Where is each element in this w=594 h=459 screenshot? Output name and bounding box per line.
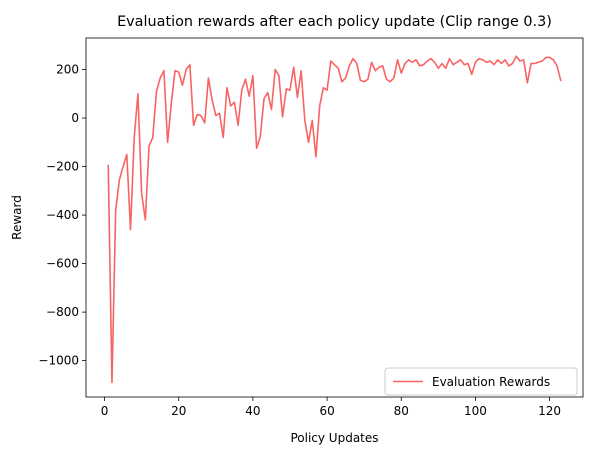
x-tick-label: 120: [538, 404, 561, 418]
y-tick-label: −800: [46, 305, 79, 319]
x-tick-label: 40: [245, 404, 260, 418]
x-tick-label: 60: [319, 404, 334, 418]
x-axis-label: Policy Updates: [290, 431, 378, 445]
x-tick-label: 100: [464, 404, 487, 418]
chart-title: Evaluation rewards after each policy upd…: [117, 14, 552, 30]
y-axis-label: Reward: [10, 195, 24, 240]
x-tick-label: 80: [394, 404, 409, 418]
legend-label: Evaluation Rewards: [432, 375, 550, 389]
y-tick-label: 0: [71, 111, 79, 125]
x-tick-label: 0: [101, 404, 109, 418]
legend: Evaluation Rewards: [385, 368, 577, 395]
y-tick-label: −400: [46, 208, 79, 222]
x-tick-label: 20: [171, 404, 186, 418]
y-tick-label: −1000: [38, 354, 79, 368]
y-tick-label: 200: [56, 63, 79, 77]
y-tick-label: −200: [46, 160, 79, 174]
y-tick-label: −600: [46, 257, 79, 271]
